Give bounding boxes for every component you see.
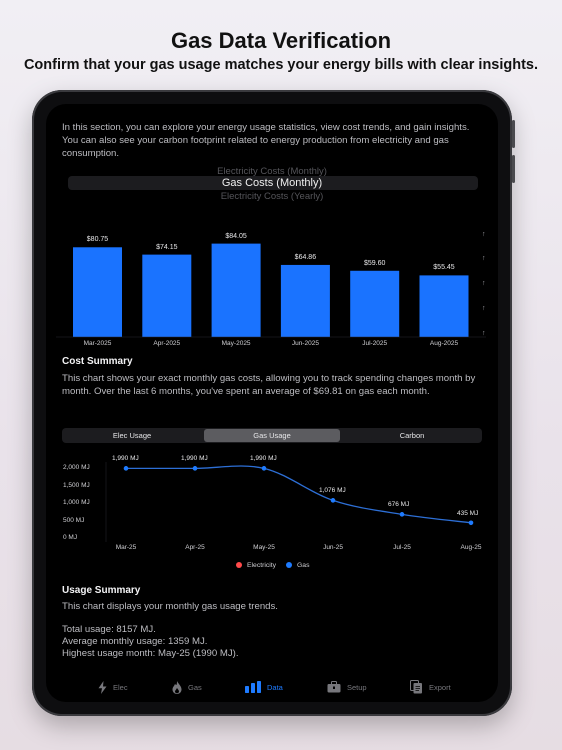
usage-summary-average: Average monthly usage: 1359 MJ. [62,636,208,647]
volume-button [512,155,515,183]
y-tick-truncated: ↑ [482,305,486,312]
legend-gas: Gas [286,562,309,569]
cost-bar-jul-2025 [350,270,400,337]
bar-chart-icon [245,681,261,693]
tab-data[interactable]: Data [245,680,283,694]
cost-bar-aug-2025 [419,275,469,337]
bolt-icon [98,680,107,694]
bar-value-label: $59.60 [363,259,386,267]
flame-icon [172,680,182,694]
usage-point-apr-25 [192,466,198,471]
usage-y-tick: 500 MJ [63,516,85,524]
usage-point-may-25 [261,466,267,471]
segment-gas-usage[interactable]: Gas Usage [204,429,340,442]
y-tick-truncated: ↑ [482,330,486,337]
usage-summary-title: Usage Summary [62,585,141,596]
usage-point-mar-25 [123,466,129,471]
bar-category-label: Apr-2025 [153,340,181,347]
cost-bar-mar-2025 [73,247,122,337]
bar-category-label: Jun-2025 [291,340,319,347]
gas-usage-line [125,465,472,524]
usage-x-tick: Aug-25 [460,544,482,551]
legend-electricity: Electricity [236,562,276,569]
cost-bar-may-2025 [211,243,261,337]
legend-dot-red [236,562,242,569]
usage-y-tick: 1,500 MJ [63,481,90,489]
usage-x-tick: Mar-25 [115,544,137,551]
usage-point-label: 1,990 MJ [112,455,139,463]
usage-summary-total: Total usage: 8157 MJ. [62,624,156,635]
usage-y-tick: 2,000 MJ [63,464,90,471]
usage-point-label: 1,990 MJ [250,455,277,463]
cost-bar-jun-2025 [280,264,330,337]
bar-value-label: $64.86 [294,253,317,261]
usage-segmented-control: Elec Usage Gas Usage Carbon [62,428,482,443]
marketing-subtitle: Confirm that your gas usage matches your… [23,57,539,73]
usage-x-tick: May-25 [253,544,275,551]
marketing-title: Gas Data Verification [170,28,392,53]
gas-cost-bar-chart [56,243,486,338]
y-tick-truncated: ↑ [482,231,486,238]
tab-export[interactable]: Export [410,680,451,694]
cost-summary-text: This chart shows your exact monthly gas … [62,373,476,397]
tab-bar: Elec Gas Data Setup Export [46,672,498,702]
usage-y-tick: 0 MJ [63,534,78,541]
picker-option-gas-monthly[interactable]: Gas Costs (Monthly) [221,177,323,189]
usage-x-tick: Jun-25 [323,544,343,551]
usage-point-label: 1,076 MJ [319,487,346,495]
cost-bar-apr-2025 [142,254,192,337]
picker-option-electricity-yearly[interactable]: Electricity Costs (Yearly) [220,191,324,202]
y-tick-truncated: ↑ [482,280,486,287]
usage-x-tick: Apr-25 [185,544,205,551]
usage-x-tick: Jul-25 [393,544,411,551]
toolbox-icon [327,681,341,693]
intro-text: In this section, you can explore your en… [62,122,470,159]
usage-point-label: 435 MJ [457,509,479,517]
volume-button [512,120,515,148]
bar-category-label: Aug-2025 [429,340,459,347]
segment-carbon[interactable]: Carbon [399,431,425,440]
legend-dot-blue [286,562,292,569]
tab-gas[interactable]: Gas [172,680,202,694]
tab-elec[interactable]: Elec [98,680,128,694]
usage-y-tick: 1,000 MJ [63,499,90,506]
usage-point-aug-25 [468,520,474,526]
bar-value-label: $80.75 [86,236,109,244]
picker-selection-highlight [68,176,478,190]
segment-elec-usage[interactable]: Elec Usage [112,431,152,440]
bar-value-label: $74.15 [156,243,178,251]
tab-setup[interactable]: Setup [327,680,367,694]
cost-summary-title: Cost Summary [62,356,133,367]
usage-point-label: 1,990 MJ [181,455,208,463]
documents-icon [410,680,422,694]
usage-point-jun-25 [330,498,336,503]
bar-category-label: Jul-2025 [362,340,388,347]
usage-summary-highest: Highest usage month: May-25 (1990 MJ). [62,648,239,659]
usage-point-label: 676 MJ [388,501,410,509]
picker-option-electricity-monthly[interactable]: Electricity Costs (Monthly) [217,166,327,177]
bar-category-label: May-2025 [221,340,251,347]
bar-value-label: $55.45 [433,264,455,272]
bar-category-label: Mar-2025 [83,340,112,347]
y-tick-truncated: ↑ [482,255,486,262]
app-screen: In this section, you can explore your en… [46,104,498,702]
gas-usage-line-chart [105,462,474,542]
bar-value-label: $84.05 [225,232,247,240]
usage-summary-line: This chart displays your monthly gas usa… [62,601,278,612]
usage-point-jul-25 [399,512,405,517]
